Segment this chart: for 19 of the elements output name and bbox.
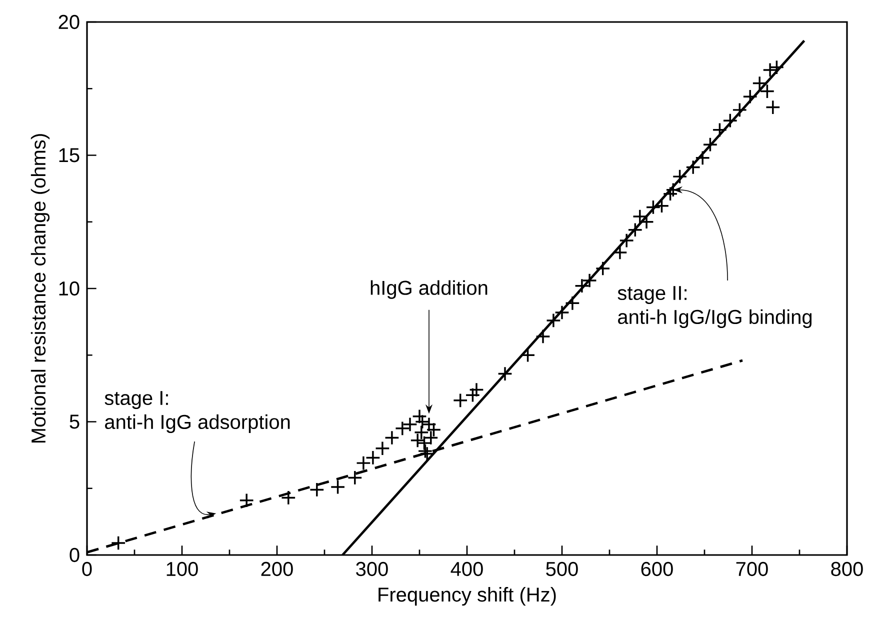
- y-tick-label: 5: [70, 414, 80, 429]
- x-tick-label: 200: [261, 562, 293, 576]
- x-tick-label: 600: [641, 562, 673, 576]
- x-tick-label: 400: [450, 562, 483, 576]
- annotation: stage I: anti-h IgG adsorption: [104, 391, 290, 433]
- annotation: stage II: anti-h IgG/IgG binding: [618, 286, 812, 328]
- x-tick-label: 100: [166, 562, 198, 576]
- x-tick-label: 800: [831, 562, 863, 576]
- x-tick-label: 300: [356, 562, 388, 576]
- x-tick-label: 700: [736, 562, 768, 576]
- y-tick-label: 20: [58, 14, 80, 30]
- y-tick-label: 10: [59, 281, 80, 296]
- y-tick-label: 15: [59, 148, 80, 162]
- y-tick-label: 0: [70, 548, 80, 562]
- x-tick-label: 0: [82, 562, 92, 576]
- annotation: hIgG addition: [370, 280, 488, 299]
- x-axis-title: Frequency shift (Hz): [378, 587, 556, 606]
- x-tick-label: 500: [546, 562, 578, 576]
- y-axis-title: Motional resistance change (ohms): [30, 134, 50, 442]
